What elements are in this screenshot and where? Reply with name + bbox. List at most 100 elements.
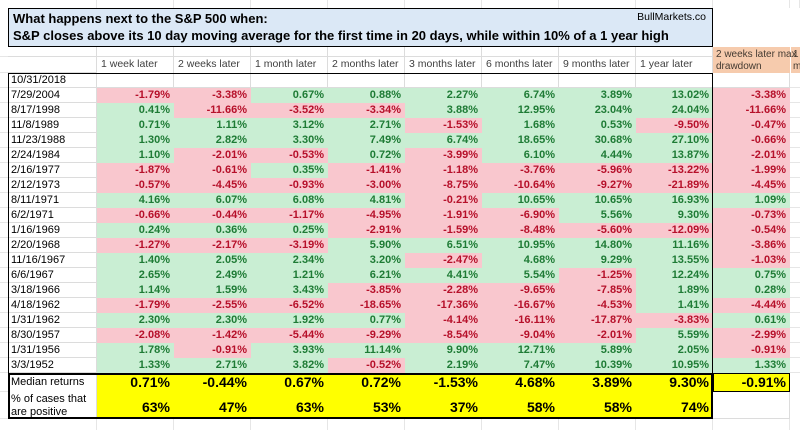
- value-cell[interactable]: 6.74%: [405, 133, 482, 148]
- drawdown-cell[interactable]: 0.28%: [713, 283, 790, 298]
- value-cell[interactable]: -13.22%: [636, 163, 713, 178]
- value-cell[interactable]: 10.65%: [559, 193, 636, 208]
- empty-value-cell[interactable]: [636, 73, 713, 88]
- value-cell[interactable]: 0.71%: [97, 118, 174, 133]
- value-cell[interactable]: -5.44%: [251, 328, 328, 343]
- value-cell[interactable]: -3.34%: [328, 103, 405, 118]
- drawdown-cell[interactable]: -1.03%: [713, 253, 790, 268]
- value-cell[interactable]: -1.79%: [97, 298, 174, 313]
- value-cell[interactable]: -4.45%: [174, 178, 251, 193]
- column-header[interactable]: 1 week later: [97, 57, 174, 73]
- value-cell[interactable]: -0.66%: [97, 208, 174, 223]
- value-cell[interactable]: 4.16%: [97, 193, 174, 208]
- date-cell[interactable]: 4/18/1962: [8, 298, 97, 313]
- value-cell[interactable]: 11.14%: [328, 343, 405, 358]
- value-cell[interactable]: -10.64%: [482, 178, 559, 193]
- value-cell[interactable]: 4.68%: [482, 253, 559, 268]
- value-cell[interactable]: 6.10%: [482, 148, 559, 163]
- drawdown-cell[interactable]: -0.66%: [713, 133, 790, 148]
- value-cell[interactable]: 5.54%: [482, 268, 559, 283]
- drawdown-cell[interactable]: -4.45%: [713, 178, 790, 193]
- title-cell[interactable]: What happens next to the S&P 500 when: B…: [8, 8, 713, 47]
- value-cell[interactable]: 14.80%: [559, 238, 636, 253]
- value-cell[interactable]: 2.19%: [405, 358, 482, 373]
- percent-positive-cell[interactable]: 53%: [328, 392, 405, 419]
- percent-positive-cell[interactable]: 74%: [636, 392, 713, 419]
- percent-positive-label[interactable]: % of cases that are positive: [8, 392, 97, 419]
- value-cell[interactable]: 6.07%: [174, 193, 251, 208]
- value-cell[interactable]: 3.30%: [251, 133, 328, 148]
- value-cell[interactable]: 4.44%: [559, 148, 636, 163]
- value-cell[interactable]: -16.67%: [482, 298, 559, 313]
- value-cell[interactable]: 18.65%: [482, 133, 559, 148]
- value-cell[interactable]: 1.14%: [97, 283, 174, 298]
- value-cell[interactable]: -1.25%: [559, 268, 636, 283]
- column-header[interactable]: 3 months later: [405, 57, 482, 73]
- column-header[interactable]: 1 year later: [636, 57, 713, 73]
- value-cell[interactable]: 5.89%: [559, 343, 636, 358]
- value-cell[interactable]: 1.33%: [97, 358, 174, 373]
- value-cell[interactable]: 0.24%: [97, 223, 174, 238]
- drawdown-cell[interactable]: -2.99%: [713, 328, 790, 343]
- empty-value-cell[interactable]: [328, 73, 405, 88]
- empty-value-cell[interactable]: [97, 73, 174, 88]
- column-header[interactable]: 9 months later: [559, 57, 636, 73]
- value-cell[interactable]: -3.99%: [405, 148, 482, 163]
- value-cell[interactable]: 10.95%: [636, 358, 713, 373]
- value-cell[interactable]: -3.38%: [174, 88, 251, 103]
- date-cell[interactable]: 1/31/1956: [8, 343, 97, 358]
- date-cell[interactable]: 1/16/1969: [8, 223, 97, 238]
- value-cell[interactable]: -6.90%: [482, 208, 559, 223]
- value-cell[interactable]: 1.30%: [97, 133, 174, 148]
- drawdown-column-header[interactable]: 2 weeks later max drawdown: [713, 47, 797, 73]
- value-cell[interactable]: 2.30%: [174, 313, 251, 328]
- drawdown-cell[interactable]: 0.75%: [713, 268, 790, 283]
- value-cell[interactable]: -16.11%: [482, 313, 559, 328]
- value-cell[interactable]: 2.65%: [97, 268, 174, 283]
- value-cell[interactable]: 1.89%: [636, 283, 713, 298]
- value-cell[interactable]: 3.82%: [251, 358, 328, 373]
- value-cell[interactable]: 13.55%: [636, 253, 713, 268]
- value-cell[interactable]: 1.41%: [636, 298, 713, 313]
- value-cell[interactable]: -0.61%: [174, 163, 251, 178]
- value-cell[interactable]: 24.04%: [636, 103, 713, 118]
- value-cell[interactable]: -1.79%: [97, 88, 174, 103]
- value-cell[interactable]: 10.65%: [482, 193, 559, 208]
- value-cell[interactable]: -4.14%: [405, 313, 482, 328]
- value-cell[interactable]: -1.27%: [97, 238, 174, 253]
- date-cell[interactable]: 11/23/1988: [8, 133, 97, 148]
- median-value-cell[interactable]: 9.30%: [636, 373, 713, 392]
- value-cell[interactable]: -1.42%: [174, 328, 251, 343]
- value-cell[interactable]: 1.11%: [174, 118, 251, 133]
- value-cell[interactable]: -3.85%: [328, 283, 405, 298]
- empty-value-cell[interactable]: [405, 73, 482, 88]
- value-cell[interactable]: -0.52%: [328, 358, 405, 373]
- value-cell[interactable]: 6.74%: [482, 88, 559, 103]
- value-cell[interactable]: -2.01%: [559, 328, 636, 343]
- median-value-cell[interactable]: -0.44%: [174, 373, 251, 392]
- value-cell[interactable]: -0.93%: [251, 178, 328, 193]
- date-cell[interactable]: 7/29/2004: [8, 88, 97, 103]
- value-cell[interactable]: -2.28%: [405, 283, 482, 298]
- empty-drawdown-summary-cell[interactable]: [713, 392, 790, 419]
- value-cell[interactable]: -2.91%: [328, 223, 405, 238]
- value-cell[interactable]: 7.47%: [482, 358, 559, 373]
- value-cell[interactable]: 1.78%: [97, 343, 174, 358]
- value-cell[interactable]: -5.60%: [559, 223, 636, 238]
- value-cell[interactable]: 1.59%: [174, 283, 251, 298]
- date-cell[interactable]: 8/17/1998: [8, 103, 97, 118]
- date-cell[interactable]: 2/12/1973: [8, 178, 97, 193]
- value-cell[interactable]: 30.68%: [559, 133, 636, 148]
- value-cell[interactable]: 13.87%: [636, 148, 713, 163]
- value-cell[interactable]: -2.55%: [174, 298, 251, 313]
- value-cell[interactable]: -0.53%: [251, 148, 328, 163]
- value-cell[interactable]: 2.82%: [174, 133, 251, 148]
- value-cell[interactable]: -4.53%: [559, 298, 636, 313]
- value-cell[interactable]: 3.12%: [251, 118, 328, 133]
- value-cell[interactable]: 11.16%: [636, 238, 713, 253]
- value-cell[interactable]: -12.09%: [636, 223, 713, 238]
- value-cell[interactable]: -9.27%: [559, 178, 636, 193]
- column-header[interactable]: 1 month later: [251, 57, 328, 73]
- empty-value-cell[interactable]: [174, 73, 251, 88]
- median-value-cell[interactable]: 3.89%: [559, 373, 636, 392]
